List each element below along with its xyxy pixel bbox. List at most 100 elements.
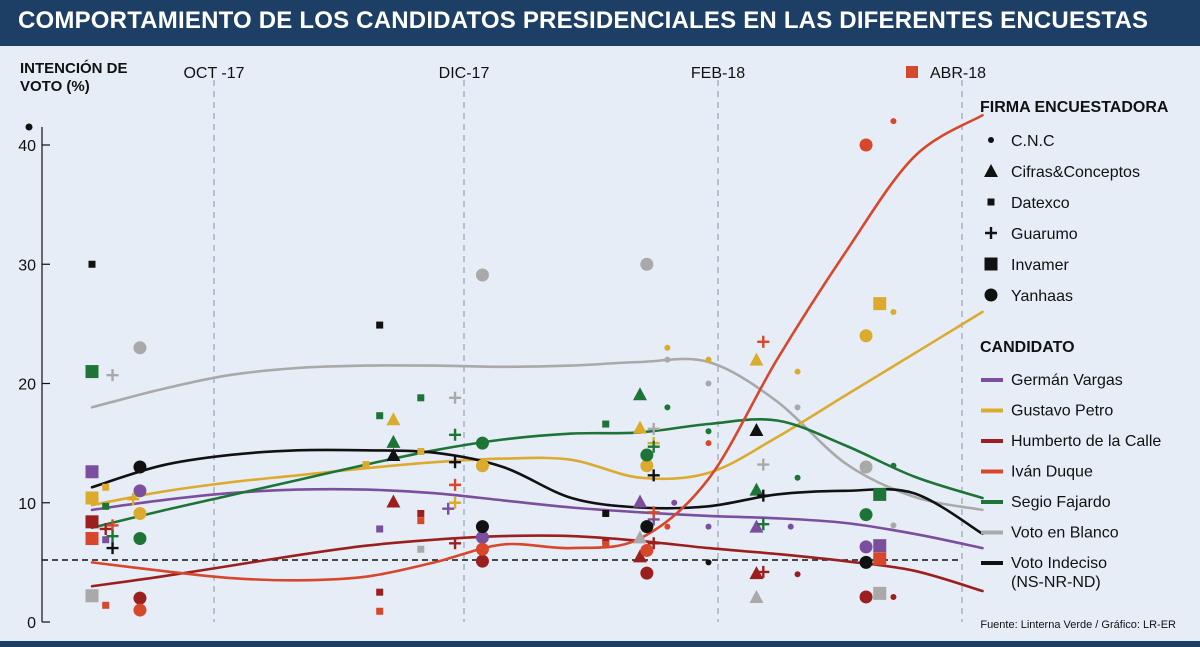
data-point [602,420,610,428]
data-point [859,540,873,554]
data-point [749,519,764,533]
data-point [890,308,897,315]
data-point [362,461,370,469]
data-point [386,412,401,426]
period-label: OCT -17 [183,65,244,82]
data-point [475,530,489,544]
legend-pollster-label: Cifras&Conceptos [1011,164,1140,181]
data-point [417,447,425,455]
data-point [749,423,764,437]
y-axis-label: INTENCIÓN DE [20,59,128,77]
data-point [102,536,110,544]
legend-candidate-title: CANDIDATO [980,339,1075,356]
data-point [442,502,455,515]
data-point [633,387,647,401]
y-axis-label: VOTO (%) [20,78,90,95]
data-point [647,506,660,519]
data-point [794,404,801,411]
trend-line [90,487,984,550]
data-point [85,532,99,546]
data-point [106,530,119,543]
data-point [794,368,801,375]
data-point [133,532,147,546]
data-point [475,520,489,534]
data-point [602,509,610,517]
legend-candidate-label: Humberto de la Calle [1011,433,1161,450]
data-point [133,603,147,617]
data-point [640,520,654,534]
data-point [602,537,610,545]
trend-line [90,310,984,507]
data-point [890,522,897,529]
data-point [376,588,384,596]
data-point [873,297,887,311]
data-point [757,335,770,348]
data-point [859,508,873,522]
legend: FIRMA ENCUESTADORA C.N.C Cifras&Conceptos D… [980,99,1169,591]
data-point [449,456,462,469]
data-point [794,474,801,481]
legend-candidate-label: Voto Indeciso [1011,555,1107,572]
data-point [705,428,712,435]
data-point [417,545,425,553]
trend-line [90,448,984,536]
data-point [102,483,110,491]
data-point [127,493,140,506]
data-point [647,422,660,435]
data-point [602,540,610,548]
data-point [417,509,425,517]
chart-title: COMPORTAMIENTO DE LOS CANDIDATOS PRESIDE… [18,7,1149,34]
data-point [787,523,794,530]
data-point [386,434,401,448]
trend-lines [90,113,984,593]
data-point [376,607,384,615]
data-point [890,118,897,125]
data-point [859,590,873,604]
period-marker-square [906,66,918,78]
period-label: DIC-17 [439,65,490,82]
y-tick-label: 20 [18,377,36,394]
data-point [85,589,99,603]
data-point [647,469,660,482]
data-point [449,478,462,491]
bottom-bar [0,641,1200,647]
data-point [133,591,147,605]
data-point [386,448,401,462]
data-point [106,542,119,555]
y-tick-label: 10 [18,496,36,513]
data-point [640,566,654,580]
legend-pollster-label: Invamer [1011,257,1069,274]
data-point [85,465,99,479]
data-point [640,543,654,557]
data-point [705,559,712,566]
legend-pollster-label: Yanhaas [1011,288,1073,305]
data-point [475,268,489,282]
y-tick-label: 0 [27,615,36,632]
legend-square-icon [984,257,998,271]
data-point [475,436,489,450]
data-point [633,549,647,563]
data-point [417,517,425,525]
data-point [749,589,764,603]
data-point [88,260,96,268]
trend-line [90,534,984,593]
data-point [99,522,112,535]
legend-candidate-label: Germán Vargas [1011,372,1123,389]
data-point [633,494,647,508]
data-point [449,391,462,404]
data-point [386,494,401,508]
y-tick-label: 30 [18,257,36,274]
legend-pollster-title: FIRMA ENCUESTADORA [980,99,1169,116]
data-point [475,554,489,568]
data-point [133,341,147,355]
period-label: FEB-18 [691,65,745,82]
legend-candidate-label: Iván Duque [1011,464,1093,481]
data-point [417,394,425,402]
data-point [475,459,489,473]
source-credit: Fuente: Linterna Verde / Gráfico: LR-ER [980,619,1176,631]
data-point [133,506,147,520]
data-point [757,458,770,471]
legend-triangle-icon [984,164,998,177]
